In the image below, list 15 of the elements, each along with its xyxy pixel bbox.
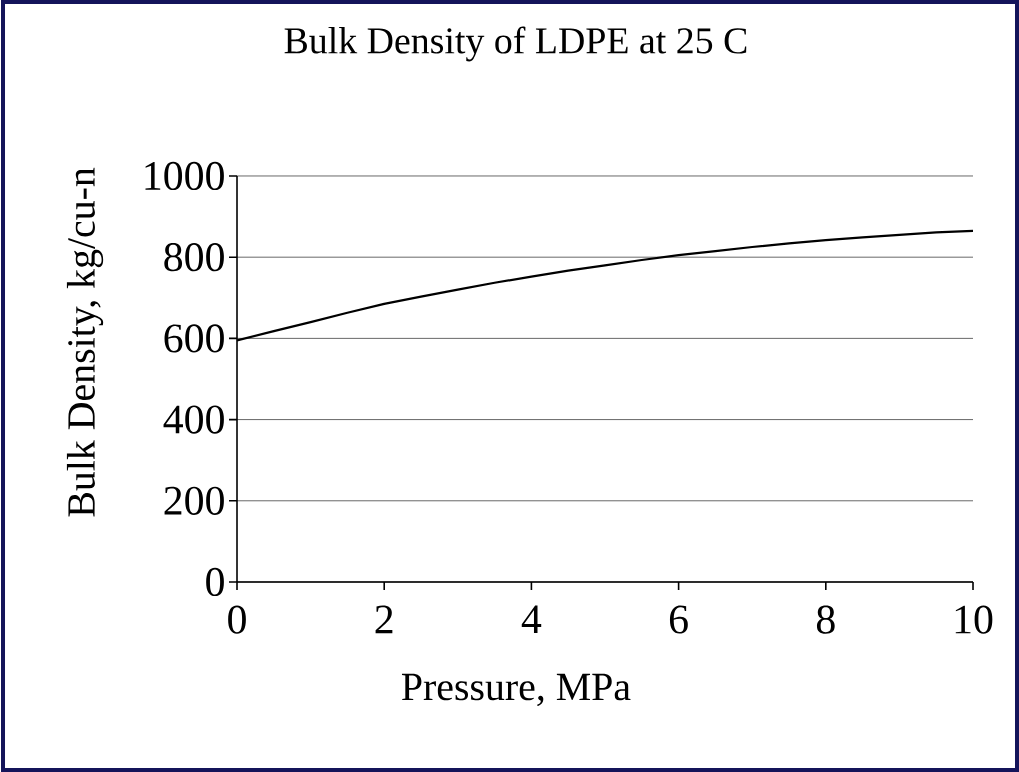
x-tick-label: 4	[521, 605, 542, 634]
y-tick-label: 0	[206, 567, 224, 597]
y-tick-label: 200	[164, 486, 224, 515]
chart-title: Bulk Density of LDPE at 25 C	[284, 26, 747, 62]
x-axis-title: Pressure, MPa	[401, 673, 631, 707]
y-tick-label: 800	[164, 243, 224, 272]
x-tick-label: 2	[375, 605, 393, 634]
y-axis-title: Bulk Density, kg/cu-n	[66, 167, 104, 517]
x-tick-label: 6	[669, 605, 688, 634]
y-tick-label: 1000	[145, 161, 224, 191]
y-tick-label: 400	[163, 405, 224, 434]
x-tick-label: 10	[955, 605, 993, 634]
x-tick-label: 8	[816, 605, 835, 634]
x-tick-label: 0	[228, 605, 246, 634]
y-tick-label: 600	[164, 324, 224, 353]
